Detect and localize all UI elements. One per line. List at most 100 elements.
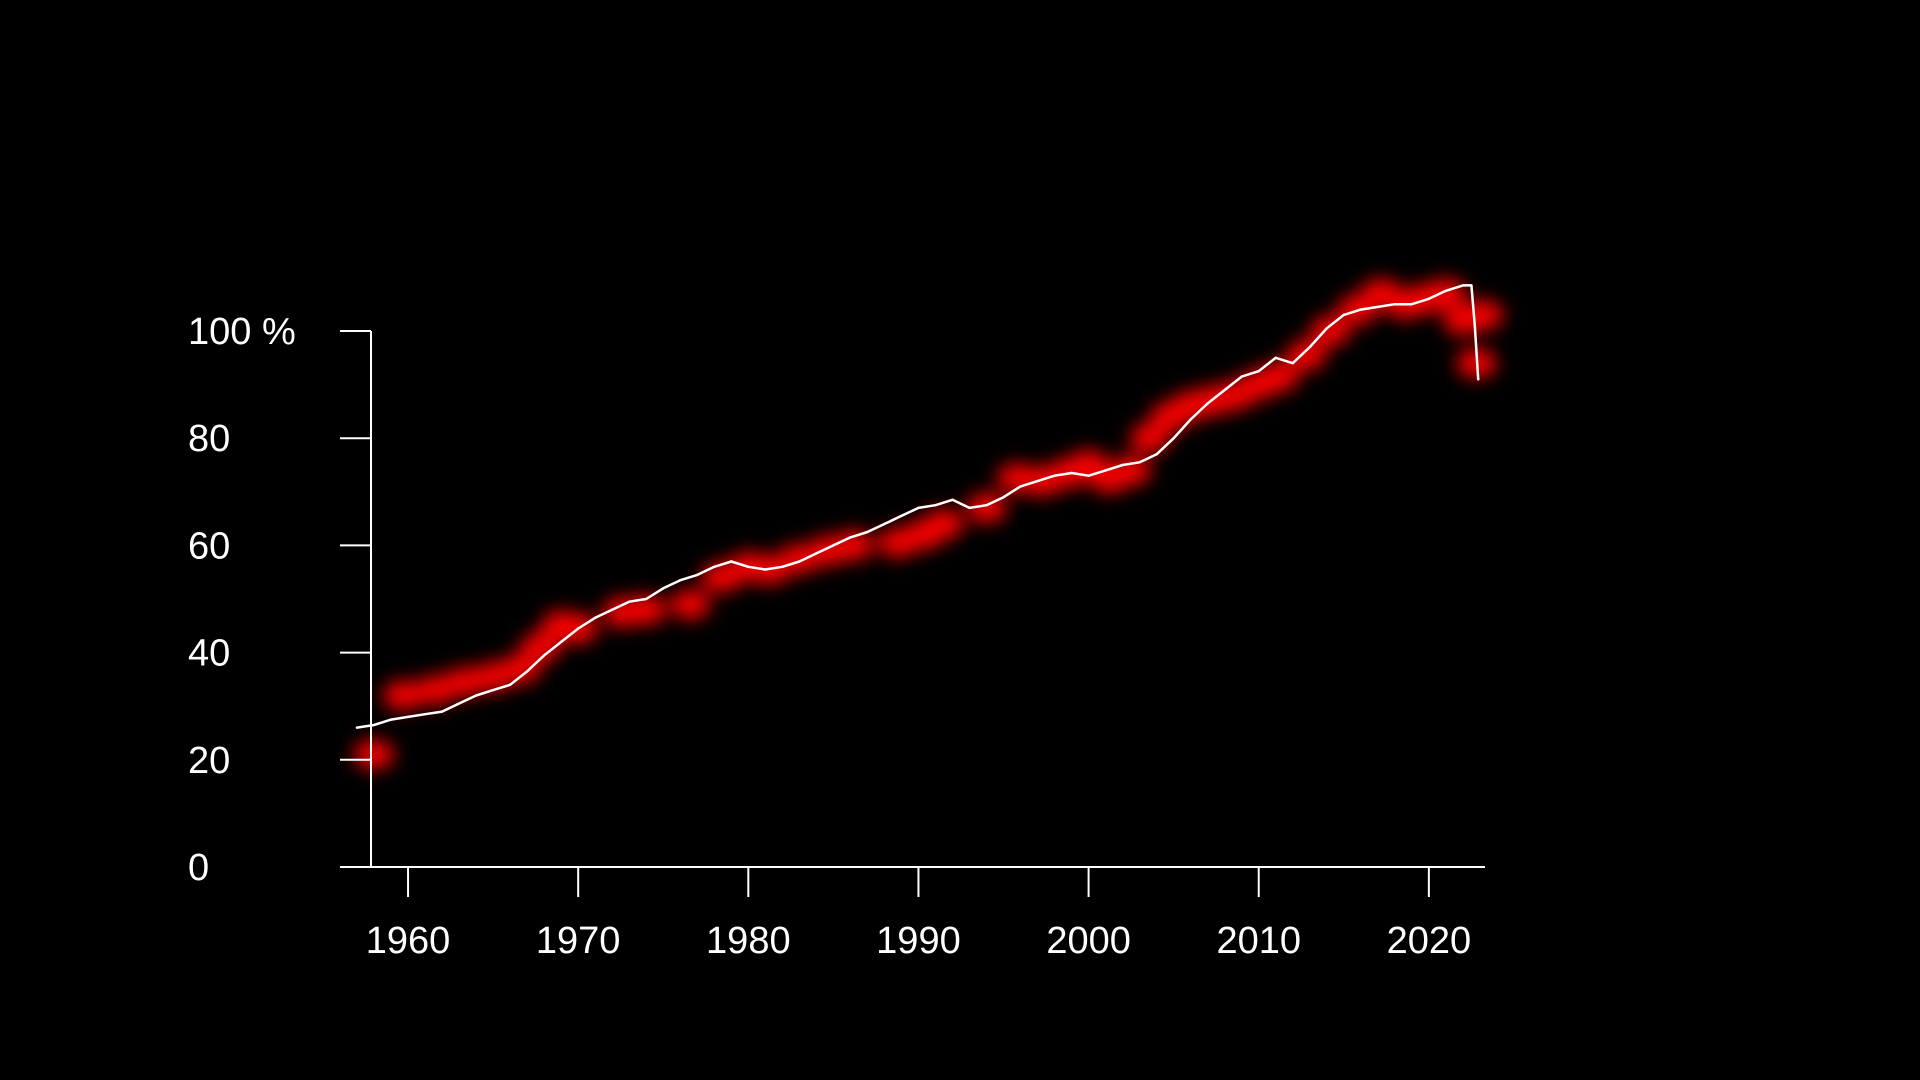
line-point bbox=[645, 597, 648, 601]
line-point bbox=[559, 640, 563, 644]
line-point bbox=[1070, 471, 1073, 475]
x-tick-label: 1970 bbox=[536, 920, 621, 962]
line-point bbox=[713, 565, 716, 569]
glow-point bbox=[500, 653, 541, 684]
line-point bbox=[1444, 289, 1448, 292]
series-line-layer bbox=[355, 284, 1480, 729]
line-point bbox=[747, 565, 750, 569]
x-tick-label: 2020 bbox=[1387, 920, 1472, 962]
line-point bbox=[423, 713, 427, 716]
glow-point bbox=[1286, 340, 1327, 371]
glow-point bbox=[1259, 361, 1300, 392]
x-tick-label: 2000 bbox=[1046, 920, 1131, 962]
line-point bbox=[1121, 463, 1124, 467]
line-point bbox=[1427, 297, 1431, 301]
y-tick-label: 80 bbox=[188, 418, 230, 460]
glow-point bbox=[670, 589, 711, 620]
line-point bbox=[355, 726, 359, 729]
line-point bbox=[1476, 378, 1480, 381]
line-point bbox=[1342, 313, 1345, 317]
line-point bbox=[1308, 345, 1311, 349]
line-point bbox=[1376, 305, 1380, 309]
line-point bbox=[1291, 361, 1294, 365]
line-point bbox=[542, 654, 546, 657]
line-point bbox=[1461, 284, 1465, 287]
glow-point bbox=[520, 632, 561, 663]
glow-point bbox=[382, 680, 423, 711]
line-point bbox=[696, 573, 699, 577]
line-point bbox=[917, 506, 920, 510]
x-tick-label: 1960 bbox=[366, 920, 451, 962]
x-tick-label: 1990 bbox=[876, 920, 961, 962]
glow-layer bbox=[354, 278, 1504, 770]
line-point bbox=[1189, 418, 1192, 421]
line-point bbox=[1155, 453, 1158, 456]
y-tick-label: 20 bbox=[188, 740, 230, 782]
line-point bbox=[1087, 474, 1090, 477]
glow-point bbox=[1129, 423, 1170, 454]
glow-point bbox=[1310, 316, 1351, 346]
glow-point bbox=[626, 594, 667, 625]
line-point bbox=[1410, 303, 1414, 306]
line-point bbox=[1019, 485, 1022, 488]
glow-point bbox=[923, 508, 964, 539]
line-point bbox=[934, 504, 937, 507]
line-point bbox=[576, 627, 580, 630]
line-point bbox=[1473, 324, 1476, 327]
line-point bbox=[985, 504, 988, 507]
line-point bbox=[525, 670, 529, 673]
line-point bbox=[1470, 284, 1473, 287]
line-point bbox=[815, 552, 818, 555]
line-point bbox=[951, 498, 954, 502]
y-tick-label: 0 bbox=[188, 847, 209, 889]
line-point bbox=[1138, 461, 1141, 464]
line-point bbox=[1206, 402, 1209, 405]
line-point bbox=[866, 530, 869, 534]
line-point bbox=[1257, 370, 1260, 373]
line-point bbox=[611, 608, 614, 611]
line-point bbox=[1223, 388, 1226, 392]
line-point bbox=[1240, 375, 1243, 378]
line-point bbox=[1053, 474, 1056, 477]
glow-point bbox=[1463, 299, 1504, 330]
line-point bbox=[679, 579, 682, 582]
line-point bbox=[1274, 356, 1277, 359]
axes: 0 20 40 60 80 100 % 1960 1970 1980 1990 2000 2010 20… bbox=[188, 311, 1485, 962]
line-point bbox=[900, 514, 903, 518]
line-point bbox=[508, 683, 512, 686]
line-point bbox=[832, 544, 835, 547]
line-point bbox=[372, 723, 376, 727]
line-point bbox=[594, 616, 597, 619]
line-point bbox=[849, 536, 852, 539]
x-tick-label: 2010 bbox=[1216, 920, 1301, 962]
line-point bbox=[491, 688, 495, 692]
line-point bbox=[389, 718, 393, 721]
x-tick-label: 1980 bbox=[706, 920, 791, 962]
line-point bbox=[1172, 437, 1175, 440]
line-point bbox=[781, 565, 784, 569]
glow-point bbox=[1425, 278, 1466, 309]
y-tick-label: 40 bbox=[188, 633, 230, 675]
line-point bbox=[968, 506, 971, 510]
line-point bbox=[798, 560, 801, 563]
line-point bbox=[1359, 308, 1363, 311]
line-point bbox=[628, 600, 631, 603]
line-point bbox=[1036, 479, 1039, 483]
line-point bbox=[730, 560, 733, 563]
y-tick-label: 100 % bbox=[188, 311, 296, 353]
line-point bbox=[474, 694, 478, 697]
glow-point bbox=[833, 530, 874, 561]
line-point bbox=[1002, 495, 1005, 499]
line-point bbox=[764, 568, 767, 571]
line-point bbox=[1104, 469, 1107, 472]
line-point bbox=[1325, 327, 1328, 330]
line-point bbox=[883, 522, 886, 526]
line-point bbox=[457, 702, 461, 705]
glow-point bbox=[354, 739, 395, 770]
line-point bbox=[440, 710, 444, 713]
line-point bbox=[406, 715, 410, 719]
line-point bbox=[662, 587, 665, 590]
y-tick-label: 60 bbox=[188, 525, 230, 567]
line-point bbox=[1393, 303, 1397, 306]
